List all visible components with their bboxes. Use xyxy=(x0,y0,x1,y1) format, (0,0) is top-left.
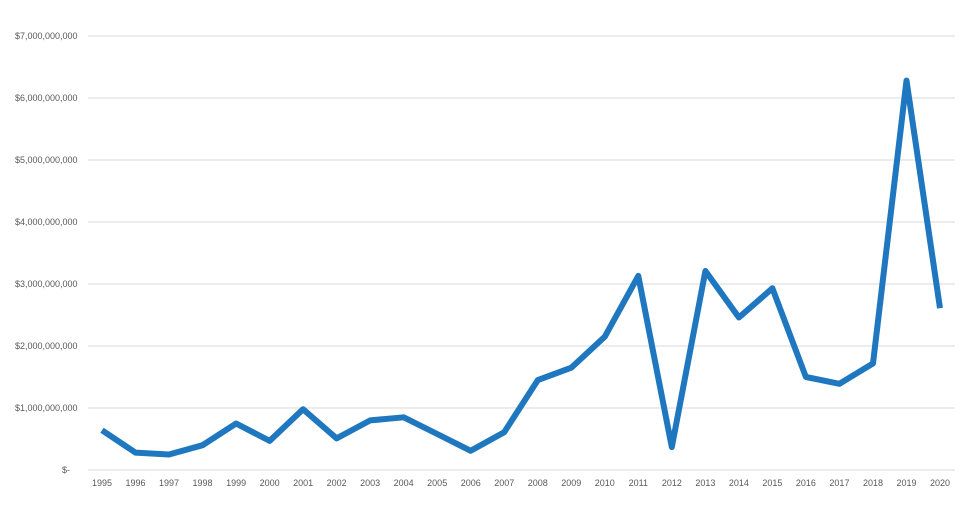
y-tick-label: $7,000,000,000 xyxy=(15,31,78,41)
x-tick-label: 1998 xyxy=(193,478,213,488)
x-tick-label: 2000 xyxy=(260,478,280,488)
y-tick-label: $1,000,000,000 xyxy=(15,403,78,413)
x-tick-label: 1996 xyxy=(126,478,146,488)
x-tick-label: 2020 xyxy=(930,478,950,488)
x-tick-label: 2010 xyxy=(595,478,615,488)
x-tick-label: 2019 xyxy=(896,478,916,488)
x-tick-label: 1997 xyxy=(159,478,179,488)
y-tick-label: $6,000,000,000 xyxy=(15,93,78,103)
x-tick-label: 2017 xyxy=(829,478,849,488)
x-tick-label: 2002 xyxy=(327,478,347,488)
x-tick-label: 2003 xyxy=(360,478,380,488)
x-tick-label: 1999 xyxy=(226,478,246,488)
x-tick-label: 2015 xyxy=(762,478,782,488)
series-line xyxy=(100,77,943,458)
series-layer xyxy=(100,77,943,458)
x-tick-label: 2001 xyxy=(293,478,313,488)
x-tick-label: 2008 xyxy=(528,478,548,488)
x-tick-label: 2013 xyxy=(695,478,715,488)
x-tick-label: 2009 xyxy=(561,478,581,488)
y-tick-label: $2,000,000,000 xyxy=(15,341,78,351)
x-tick-label: 2004 xyxy=(394,478,414,488)
y-tick-label: $4,000,000,000 xyxy=(15,217,78,227)
y-axis-tick-labels: $- $1,000,000,000 $2,000,000,000 $3,000,000… xyxy=(15,31,78,475)
x-tick-label: 2018 xyxy=(863,478,883,488)
x-tick-label: 2014 xyxy=(729,478,749,488)
x-tick-label: 2016 xyxy=(796,478,816,488)
y-tick-label: $- xyxy=(62,465,70,475)
y-tick-label: $5,000,000,000 xyxy=(15,155,78,165)
x-tick-label: 2012 xyxy=(662,478,682,488)
x-tick-label: 2005 xyxy=(427,478,447,488)
x-tick-label: 2011 xyxy=(629,478,648,488)
x-tick-label: 2007 xyxy=(494,478,514,488)
x-tick-label: 2006 xyxy=(461,478,481,488)
y-tick-label: $3,000,000,000 xyxy=(15,279,78,289)
x-tick-label: 1995 xyxy=(92,478,112,488)
gridlines xyxy=(88,35,955,471)
x-axis-tick-labels: 1995 1996 1997 1998 1999 2000 2001 2002 2003 2004… xyxy=(92,478,950,488)
